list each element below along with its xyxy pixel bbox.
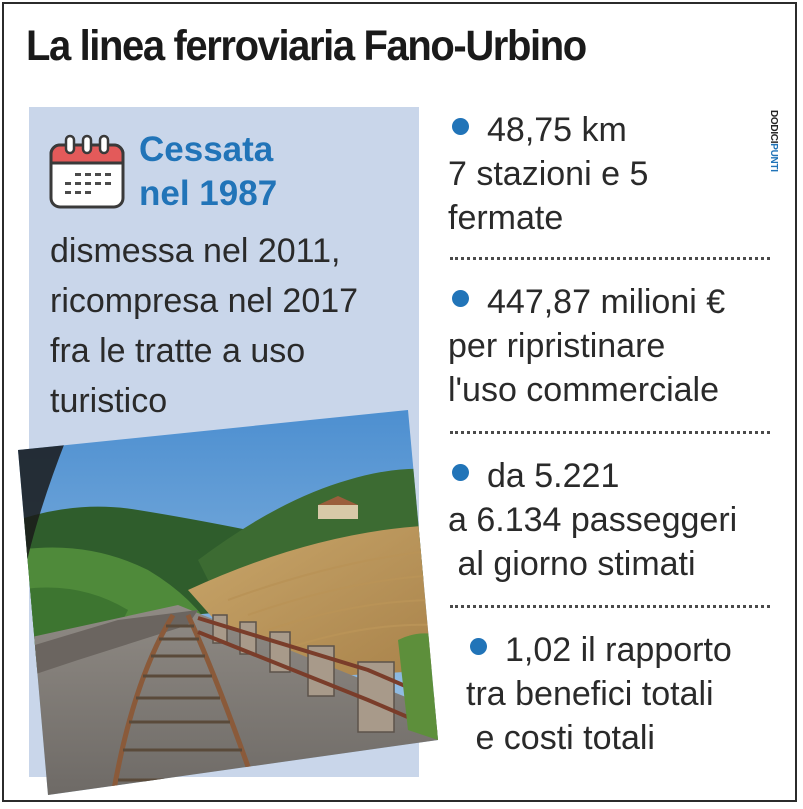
closure-year-line: nel 1987 [139, 174, 278, 213]
dotted-divider [450, 431, 770, 434]
bullet-icon [452, 117, 469, 135]
closure-highlight: Cessata nel 1987 [139, 128, 277, 216]
fact-passengers: da 5.221 a 6.134 passeggeri al giorno st… [448, 454, 737, 586]
fact-line: 48,75 km [487, 111, 627, 149]
fact-line: al giorno stimati [448, 545, 696, 583]
fact-line: a 6.134 passeggeri [448, 501, 738, 539]
credit-logo: DODICIPUNTI [768, 110, 779, 172]
fact-line: 7 stazioni e 5 [448, 155, 649, 193]
fact-line: l'uso commerciale [448, 371, 720, 409]
bullet-icon [470, 637, 487, 655]
railway-track-photo [18, 410, 438, 795]
history-line: ricompresa nel 2017 [50, 282, 359, 320]
fact-cost: 447,87 milioni € per ripristinare l'uso … [448, 280, 726, 412]
history-line: dismessa nel 2011, [50, 232, 341, 270]
svg-text:DODICIPUNTI: DODICIPUNTI [768, 110, 779, 172]
history-text: dismessa nel 2011, ricompresa nel 2017 f… [50, 226, 420, 426]
fact-line: 447,87 milioni € [487, 283, 726, 321]
fact-line: 1,02 il rapporto [505, 631, 732, 669]
infographic-frame [2, 2, 797, 802]
history-line: turistico [50, 382, 168, 420]
page-title: La linea ferroviaria Fano-Urbino [26, 22, 587, 70]
dotted-divider [450, 257, 770, 260]
bullet-icon [452, 289, 469, 307]
fact-line: e costi totali [466, 719, 655, 757]
bullet-icon [452, 463, 469, 481]
fact-length: 48,75 km 7 stazioni e 5 fermate [448, 108, 648, 240]
dotted-divider [450, 605, 770, 608]
fact-line: fermate [448, 199, 564, 237]
fact-line: per ripristinare [448, 327, 666, 365]
fact-line: da 5.221 [487, 457, 620, 495]
closure-line: Cessata [139, 130, 274, 169]
calendar-icon [49, 134, 125, 209]
fact-ratio: 1,02 il rapporto tra benefici totali e c… [466, 628, 732, 760]
fact-line: tra benefici totali [466, 675, 714, 713]
history-line: fra le tratte a uso [50, 332, 306, 370]
